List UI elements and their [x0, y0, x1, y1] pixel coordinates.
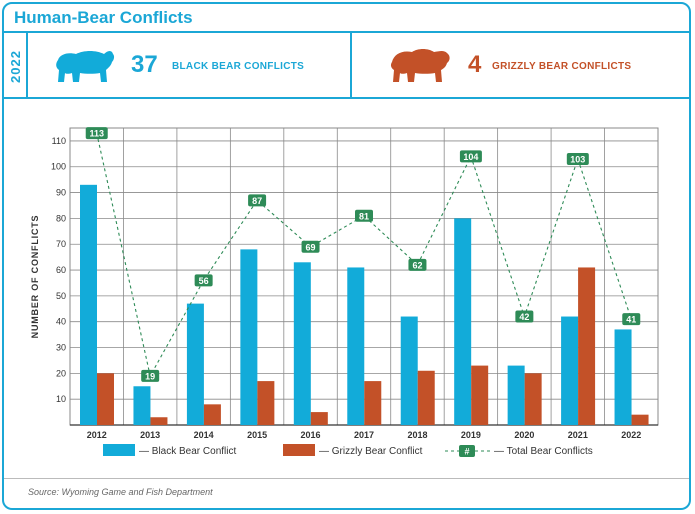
total-data-label: 87: [252, 196, 262, 206]
grizzly-bear-bar: [310, 412, 328, 425]
legend-black-swatch: [103, 444, 135, 456]
total-data-label: 104: [463, 152, 478, 162]
legend-grizzly-swatch: [283, 444, 315, 456]
conflicts-chart: 10 20 30 40 50 60 70 80 90 100 110 NUMBER OF CONFLI…: [30, 127, 659, 457]
total-point-marker: [459, 150, 482, 163]
total-data-label: 56: [199, 276, 209, 286]
x-tick-label: 2017: [354, 430, 374, 440]
x-tick-label: 2015: [247, 430, 267, 440]
black-bear-bar: [133, 386, 151, 425]
footer-divider: [4, 478, 689, 479]
grizzly-bear-label: GRIZZLY BEAR CONFLICTS: [492, 61, 632, 72]
total-point-marker: [85, 127, 108, 140]
total-data-label: 113: [89, 129, 104, 139]
grizzly-bear-bar: [203, 404, 221, 425]
y-tick-label: 50: [56, 291, 66, 301]
black-bear-bar: [400, 316, 418, 425]
x-tick-label: 2019: [461, 430, 481, 440]
x-tick-label: 2020: [514, 430, 534, 440]
grizzly-bear-bar: [417, 370, 435, 425]
total-data-label: 62: [412, 260, 422, 270]
y-tick-label: 40: [56, 317, 66, 327]
legend-total-marker: [459, 445, 475, 457]
black-bear-bar: [240, 249, 258, 425]
grizzly-bear-bar: [150, 417, 168, 425]
black-bear-label: BLACK BEAR CONFLICTS: [172, 61, 305, 72]
grizzly-bear-bar: [631, 414, 649, 425]
y-tick-label: 80: [56, 213, 66, 223]
grizzly-bear-bar: [471, 365, 489, 425]
grizzly-bear-bar: [364, 381, 382, 425]
total-data-label: 81: [359, 211, 369, 221]
y-tick-label: 70: [56, 239, 66, 249]
total-point-marker: [194, 274, 213, 287]
y-tick-label: 10: [56, 394, 66, 404]
y-tick-label: 30: [56, 343, 66, 353]
source-note: Source: Wyoming Game and Fish Department: [28, 487, 213, 497]
x-tick-label: 2021: [568, 430, 588, 440]
total-point-marker: [301, 240, 320, 253]
black-bear-bar: [293, 262, 311, 425]
y-tick-label: 90: [56, 188, 66, 198]
total-point-marker: [141, 369, 160, 382]
y-tick-label: 110: [52, 136, 66, 146]
grizzly-bear-bar: [257, 381, 275, 425]
page-title: Human-Bear Conflicts: [14, 8, 193, 27]
y-tick-label: 100: [51, 162, 66, 172]
total-data-label: 103: [570, 154, 585, 164]
stats-divider: [4, 97, 689, 99]
total-data-label: 42: [519, 312, 529, 322]
grizzly-bear-bar: [578, 267, 596, 425]
legend-grizzly-label: — Grizzly Bear Conflict: [319, 446, 423, 457]
stats-middle-divider: [350, 33, 352, 97]
x-tick-label: 2012: [87, 430, 107, 440]
black-bear-bar: [614, 329, 632, 425]
grizzly-bear-bar: [524, 373, 542, 425]
total-point-marker: [622, 313, 641, 326]
black-bear-bar: [80, 184, 97, 425]
year-divider: [26, 33, 28, 97]
grizzly-bear-bar: [97, 373, 114, 425]
grizzly-bear-count: 4: [468, 51, 482, 78]
total-point-marker: [515, 310, 534, 323]
black-bear-count: 37: [131, 51, 158, 78]
total-point-marker: [566, 152, 589, 165]
header-divider: [4, 31, 689, 33]
x-tick-label: 2018: [407, 430, 427, 440]
y-axis-label: NUMBER OF CONFLICTS: [30, 215, 40, 339]
black-bear-bar: [507, 365, 525, 425]
black-bear-bar: [347, 267, 365, 425]
x-tick-label: 2013: [140, 430, 160, 440]
total-conflicts-line: [96, 133, 632, 378]
x-tick-label: 2014: [194, 430, 214, 440]
legend-black-label: — Black Bear Conflict: [139, 446, 236, 457]
legend-total-label: — Total Bear Conflicts: [494, 446, 593, 457]
black-bear-bar: [186, 303, 204, 425]
total-point-marker: [355, 209, 373, 222]
x-tick-label: 2016: [301, 430, 321, 440]
total-data-label: 41: [626, 315, 636, 325]
y-tick-label: 60: [56, 265, 66, 275]
total-point-marker: [248, 194, 267, 207]
black-bear-bar: [561, 316, 579, 425]
total-data-label: 19: [145, 371, 155, 381]
grizzly-bear-icon: [390, 49, 450, 82]
black-bear-bar: [454, 218, 472, 425]
total-point-marker: [408, 258, 427, 271]
y-tick-label: 20: [56, 368, 66, 378]
total-data-label: 69: [306, 242, 316, 252]
black-bear-icon: [56, 51, 115, 82]
x-tick-label: 2022: [621, 430, 641, 440]
legend-total-marker-label: #: [464, 447, 469, 457]
